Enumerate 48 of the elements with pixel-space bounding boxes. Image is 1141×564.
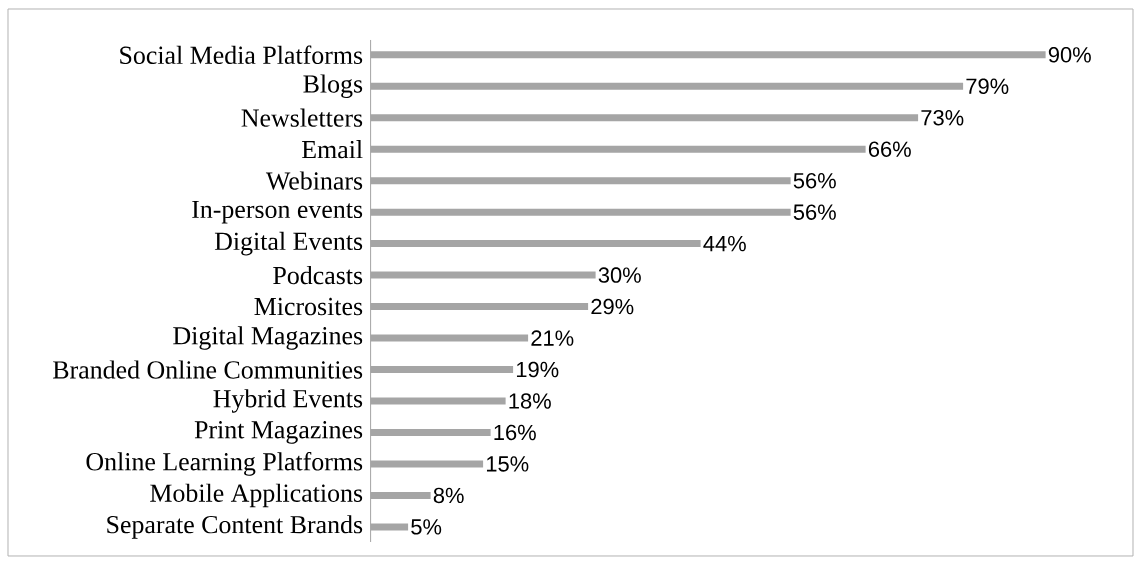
data-label: 56% [793, 204, 836, 220]
y-tick-label: Digital Magazines [173, 326, 363, 350]
data-label: 21% [531, 330, 574, 346]
data-label: 30% [598, 267, 641, 283]
data-label: 8% [433, 487, 464, 504]
y-tick-label: Webinars [265, 171, 363, 190]
bar [370, 366, 514, 374]
y-tick-label: In-person events [192, 200, 363, 224]
y-tick-label: Print Magazines [194, 421, 363, 444]
y-tick-label: Email [301, 140, 363, 159]
y-tick-label: Mobile Applications [150, 483, 363, 508]
bar [370, 397, 506, 405]
data-label: 5% [411, 519, 442, 535]
bar [370, 82, 964, 90]
bar [370, 491, 431, 499]
bar [370, 145, 866, 153]
data-label: 16% [494, 424, 536, 441]
bar [370, 271, 596, 279]
y-tick-label: Digital Events [214, 231, 363, 256]
y-tick-label: Blogs [303, 74, 363, 99]
y-tick-label: Online Learning Platforms [86, 452, 363, 476]
bar [370, 334, 529, 342]
bar [370, 240, 701, 248]
y-tick-label: Podcasts [273, 265, 363, 285]
bar [370, 460, 484, 468]
data-label: 73% [921, 109, 964, 126]
data-label: 18% [509, 393, 551, 409]
bar [370, 177, 791, 185]
bar [370, 208, 791, 216]
data-label: 66% [868, 141, 911, 157]
y-tick-label: Separate Content Brands [107, 515, 363, 539]
data-label: 29% [591, 298, 634, 315]
y-tick-label: Social Media Platforms [120, 45, 363, 65]
y-tick-label: Microsites [254, 297, 363, 316]
data-label: 56% [793, 172, 836, 189]
data-label: 79% [966, 78, 1009, 95]
bar [370, 303, 589, 311]
bar [370, 114, 919, 122]
y-tick-label: Branded Online Communities [53, 360, 363, 379]
bar [370, 523, 409, 531]
data-label: 19% [516, 361, 559, 378]
data-label: 44% [703, 235, 746, 252]
y-tick-label: Newsletters [241, 108, 363, 127]
bar [370, 428, 491, 436]
y-tick-label: Hybrid Events [213, 389, 363, 413]
bar [370, 51, 1046, 59]
data-label: 15% [486, 456, 529, 472]
data-label: 90% [1048, 47, 1091, 63]
